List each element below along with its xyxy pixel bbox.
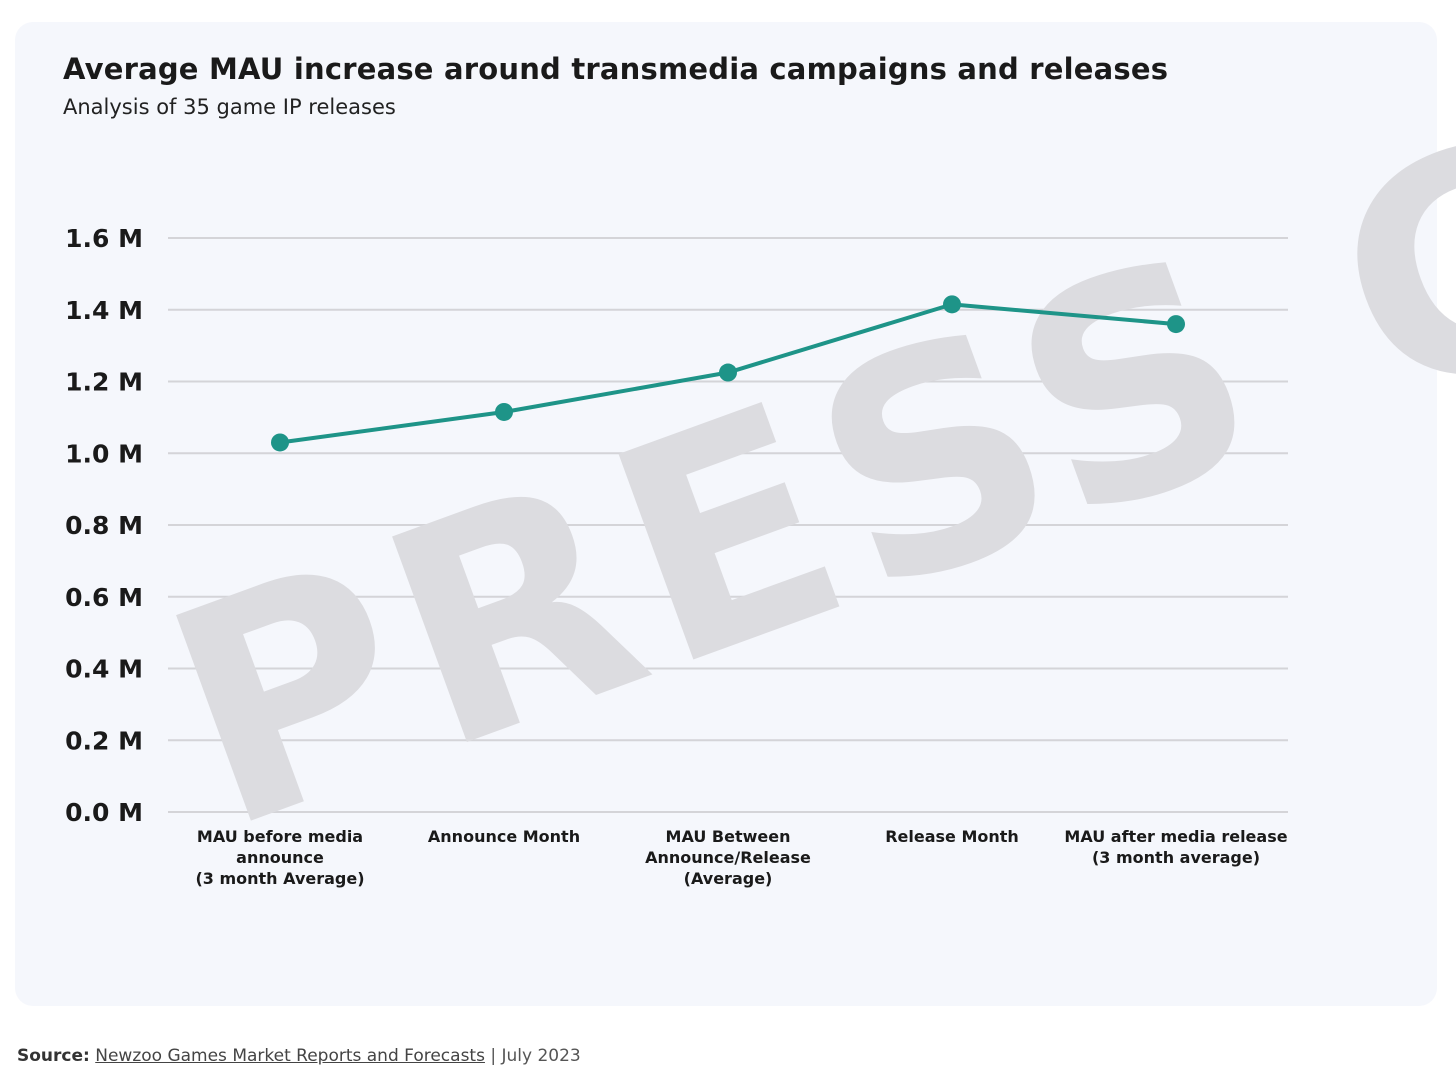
x-tick-label: MAU before media — [197, 827, 363, 846]
chart-card: Average MAU increase around transmedia c… — [15, 22, 1437, 1006]
y-tick-label: 0.0 M — [65, 798, 143, 827]
source-date: July 2023 — [501, 1046, 581, 1066]
data-point — [271, 433, 289, 452]
x-tick-label: (3 month average) — [1092, 848, 1260, 867]
x-tick-label: Announce Month — [428, 827, 580, 846]
data-point — [943, 295, 961, 314]
x-tick-label: (3 month Average) — [195, 869, 364, 888]
x-tick-label: MAU Between — [666, 827, 791, 846]
y-tick-label: 1.4 M — [65, 296, 143, 325]
x-tick-label: Release Month — [885, 827, 1019, 846]
source-link[interactable]: Newzoo Games Market Reports and Forecast… — [95, 1046, 485, 1066]
y-tick-label: 0.6 M — [65, 583, 143, 612]
y-tick-label: 0.4 M — [65, 655, 143, 684]
source-footer: Source: Newzoo Games Market Reports and … — [17, 1046, 581, 1066]
chart-subtitle: Analysis of 35 game IP releases — [63, 95, 396, 119]
data-point — [495, 402, 513, 421]
x-tick-label: (Average) — [684, 869, 773, 888]
x-tick-label: announce — [236, 848, 324, 867]
source-label: Source: — [17, 1046, 90, 1066]
data-point — [719, 363, 737, 382]
y-tick-label: 1.2 M — [65, 368, 143, 397]
y-tick-label: 1.0 M — [65, 439, 143, 468]
chart-title: Average MAU increase around transmedia c… — [63, 52, 1169, 86]
separator: | — [490, 1046, 497, 1066]
x-tick-label: MAU after media release — [1064, 827, 1287, 846]
x-tick-label: Announce/Release — [645, 848, 811, 867]
y-tick-label: 0.8 M — [65, 511, 143, 540]
watermark: PRESS CO — [130, 0, 1456, 897]
data-point — [1167, 315, 1185, 334]
y-tick-label: 0.2 M — [65, 726, 143, 755]
y-tick-label: 1.6 M — [65, 224, 143, 253]
line-chart: 0.0 M 0.2 M 0.4 M 0.6 M 0.8 M 1.0 M 1.2 M 1.4 M… — [65, 0, 1456, 897]
